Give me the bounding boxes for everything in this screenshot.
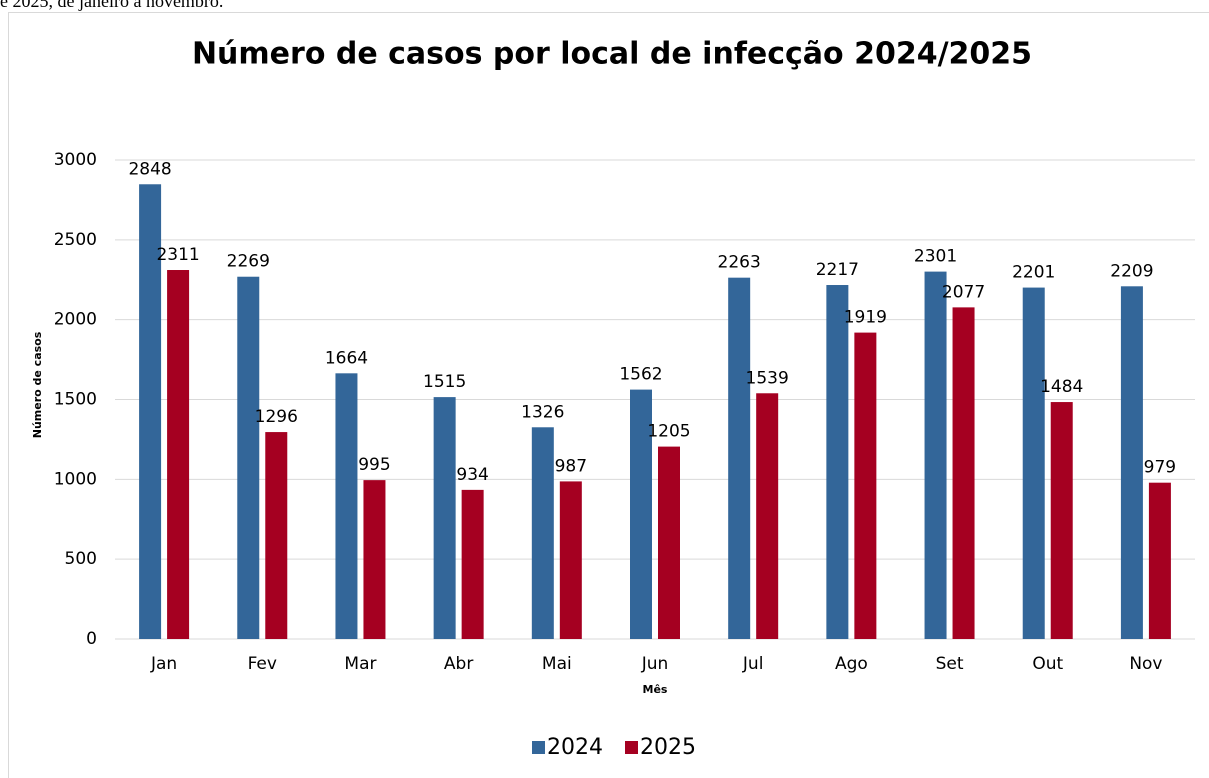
y-tick-label: 2500 (54, 230, 97, 250)
y-tick-label: 0 (86, 629, 97, 649)
bar (531, 427, 554, 639)
bar (433, 397, 456, 639)
bar (1148, 482, 1171, 639)
data-label: 2301 (914, 247, 957, 267)
x-tick-label: Jul (742, 654, 764, 674)
x-tick-label: Jan (150, 654, 177, 674)
data-label: 979 (1144, 458, 1176, 478)
bar (756, 393, 779, 639)
bar (167, 270, 190, 639)
data-label: 2077 (942, 282, 985, 302)
data-label: 2209 (1110, 261, 1153, 281)
data-label: 1562 (619, 365, 662, 385)
bar (728, 277, 751, 639)
y-tick-label: 500 (65, 549, 97, 569)
y-tick-label: 3000 (54, 150, 97, 170)
data-label: 1326 (521, 402, 564, 422)
y-tick-label: 1500 (54, 390, 97, 410)
bar (826, 285, 849, 639)
data-label: 1539 (746, 368, 789, 388)
x-tick-label: Mar (344, 654, 376, 674)
bar (237, 276, 260, 639)
data-label: 1205 (647, 422, 690, 442)
x-axis-label: Mês (643, 683, 668, 696)
bar (1120, 286, 1143, 639)
legend-label: 2024 (547, 735, 603, 760)
bar (559, 481, 582, 639)
x-tick-label: Nov (1129, 654, 1162, 674)
chart-frame (8, 12, 1209, 778)
y-axis-label: Número de casos (31, 331, 44, 438)
x-tick-label: Mai (542, 654, 572, 674)
document-text: e 2025, de janeiro a novembro. (0, 0, 224, 11)
bar (658, 446, 680, 639)
x-tick-label: Abr (444, 654, 473, 674)
x-tick-label: Set (936, 654, 964, 674)
y-tick-label: 1000 (54, 469, 97, 489)
bar (1022, 287, 1045, 639)
data-label: 934 (456, 465, 488, 485)
legend-label: 2025 (640, 735, 696, 760)
legend-swatch (532, 741, 545, 754)
y-tick-label: 2000 (54, 310, 97, 330)
bar (924, 271, 947, 639)
bar (630, 389, 652, 639)
x-tick-label: Out (1032, 654, 1063, 674)
data-label: 987 (555, 456, 587, 476)
data-label: 1664 (325, 348, 368, 368)
bar (461, 489, 484, 639)
bar (363, 480, 386, 639)
data-label: 1296 (255, 407, 298, 427)
data-label: 1919 (844, 308, 887, 328)
data-label: 995 (358, 455, 390, 475)
data-label: 2217 (816, 260, 859, 280)
bar (1050, 402, 1073, 639)
bar (952, 307, 975, 639)
x-tick-label: Ago (835, 654, 868, 674)
bar (265, 432, 288, 639)
x-tick-label: Jun (641, 654, 669, 674)
data-label: 2269 (227, 252, 270, 272)
legend-swatch (625, 741, 638, 754)
data-label: 2848 (128, 159, 171, 179)
data-label: 2201 (1012, 263, 1055, 283)
bar (854, 332, 877, 639)
data-label: 1484 (1040, 377, 1083, 397)
bar (139, 184, 162, 639)
data-label: 1515 (423, 372, 466, 392)
data-label: 2263 (718, 253, 761, 273)
bar (335, 373, 358, 639)
x-tick-label: Fev (248, 654, 277, 674)
chart-title: Número de casos por local de infecção 20… (192, 37, 1032, 72)
data-label: 2311 (156, 245, 199, 265)
